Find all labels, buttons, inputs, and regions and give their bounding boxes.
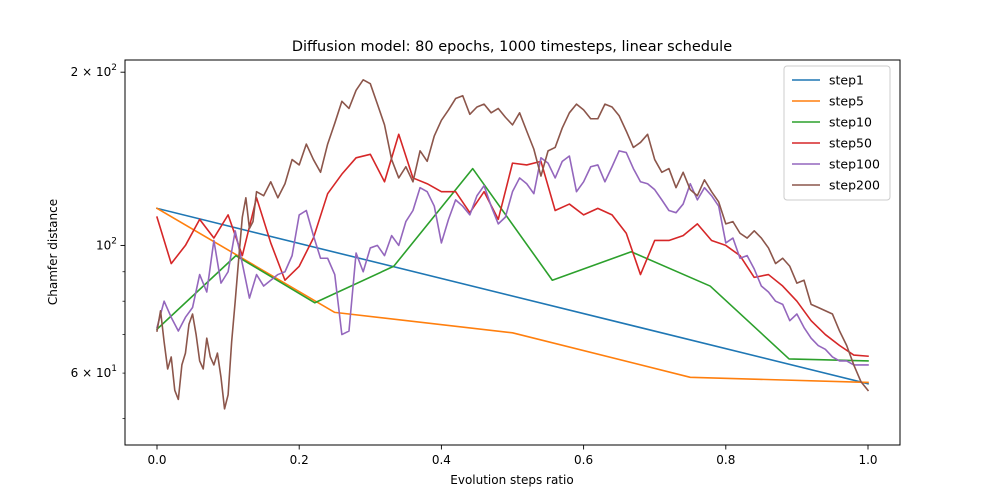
x-tick-label: 0.4 bbox=[432, 453, 451, 467]
x-tick-label: 0.2 bbox=[290, 453, 309, 467]
series-line-step10 bbox=[155, 167, 869, 362]
legend-label-step5: step5 bbox=[829, 94, 864, 109]
x-tick-label: 0.0 bbox=[147, 453, 166, 467]
legend-label-step100: step100 bbox=[829, 157, 880, 172]
y-axis: 102 2 × 102 6 × 101 bbox=[71, 63, 125, 420]
legend-label-step10: step10 bbox=[829, 115, 872, 130]
y-tick-label: 102 bbox=[96, 236, 117, 252]
series-line-step50 bbox=[156, 133, 869, 358]
legend: step1 step5 step10 step50 step100 step200 bbox=[783, 65, 891, 201]
legend-label-step1: step1 bbox=[829, 73, 864, 88]
series-line-step200 bbox=[156, 79, 870, 410]
plot-area bbox=[155, 79, 870, 410]
y-tick-label: 6 × 101 bbox=[71, 364, 117, 380]
y-axis-label: Chamfer distance bbox=[46, 199, 60, 305]
legend-label-step50: step50 bbox=[829, 136, 872, 151]
series-line-step100 bbox=[156, 150, 869, 366]
x-axis: 0.0 0.2 0.4 0.6 0.8 1.0 bbox=[147, 445, 878, 467]
series-line-step5 bbox=[155, 207, 869, 384]
x-tick-label: 1.0 bbox=[858, 453, 877, 467]
legend-box bbox=[783, 65, 891, 201]
series-line-step1 bbox=[156, 207, 869, 385]
x-tick-label: 0.8 bbox=[716, 453, 735, 467]
x-axis-label: Evolution steps ratio bbox=[450, 473, 573, 487]
chart-title: Diffusion model: 80 epochs, 1000 timeste… bbox=[292, 39, 732, 55]
axes-frame bbox=[124, 59, 901, 446]
legend-label-step200: step200 bbox=[829, 178, 880, 193]
x-tick-label: 0.6 bbox=[574, 453, 593, 467]
y-tick-label: 2 × 102 bbox=[71, 63, 117, 79]
